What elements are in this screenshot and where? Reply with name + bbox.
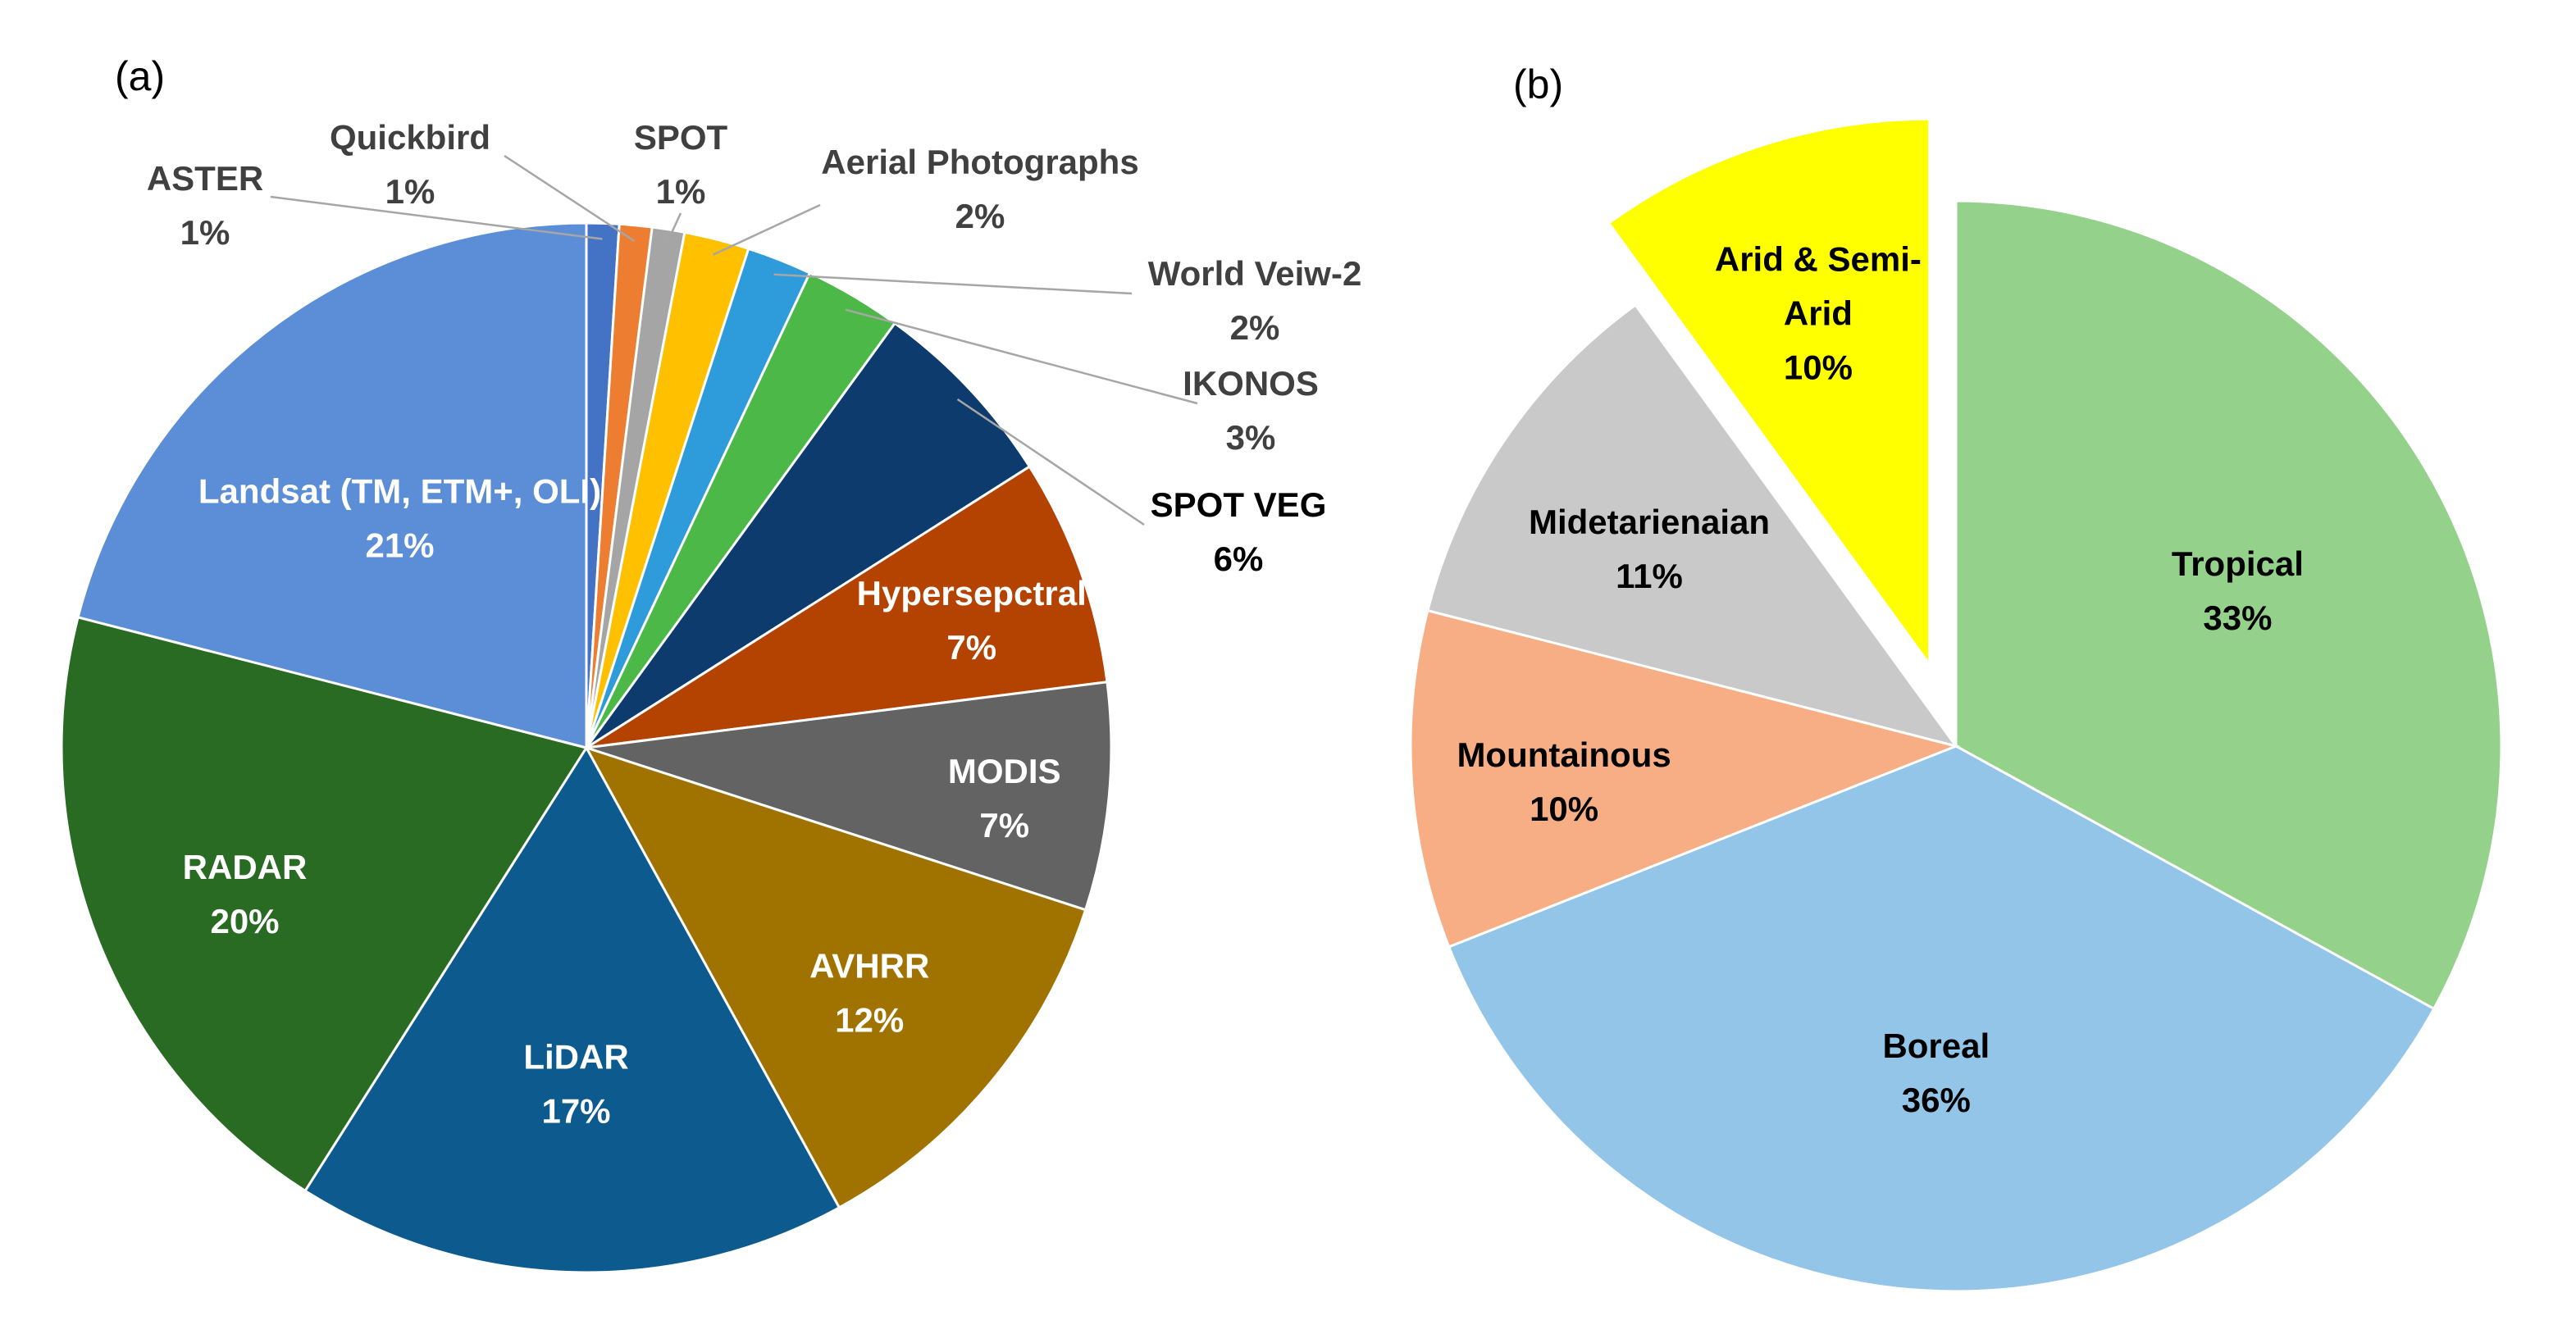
slice-label-lidar: LiDAR 17%	[523, 1038, 628, 1131]
slice-label-spot-veg: SPOT VEG 6%	[1151, 485, 1327, 578]
leader-line-aerial-photographs	[712, 203, 821, 256]
slice-tropical	[1954, 199, 2503, 1011]
slice-label-aerial-photographs: Aerial Photographs 2%	[821, 143, 1138, 235]
slice-arid-semi-arid	[1607, 117, 1931, 668]
pie-chart-a: (a) ASTER 1% Quickbird 1% SPOT 1% Aerial Photo…	[60, 53, 1361, 1274]
slice-avhrr	[583, 745, 1087, 1209]
slice-label-spot: SPOT 1%	[634, 118, 728, 211]
slice-label-hypersepctral: Hypersepctral 7%	[857, 574, 1087, 667]
slice-label-boreal: Boreal 36%	[1882, 1027, 1990, 1119]
slice-mountainous	[1409, 608, 1960, 949]
slice-lidar	[303, 745, 841, 1274]
pie-a-leader-lines	[270, 154, 1198, 526]
slice-label-avhrr: AVHRR 12%	[809, 947, 929, 1040]
pie-chart-b: (b) Tropical 33% Boreal 36% Mountainous 10% Mi…	[1409, 61, 2503, 1293]
pie-a-slices	[60, 221, 1113, 1274]
leader-line-world-veiw-2	[773, 273, 1133, 295]
leader-line-aster	[270, 195, 603, 240]
panel-label-a: (a)	[115, 53, 165, 99]
slice-label-arid-semi-arid: Arid & Semi-Arid 10%	[1715, 240, 1922, 387]
pie-a-labels: ASTER 1% Quickbird 1% SPOT 1% Aerial Photograp…	[147, 118, 1361, 1131]
slice-landsat-tm-etm-oli	[76, 221, 588, 749]
slice-label-world-veiw-2: World Veiw-2 2%	[1148, 254, 1362, 347]
slice-boreal	[1447, 744, 2436, 1293]
slice-label-quickbird: Quickbird 1%	[330, 118, 490, 211]
slice-modis	[586, 681, 1113, 912]
slice-label-modis: MODIS 7%	[948, 752, 1061, 844]
panel-label-b: (b)	[1513, 61, 1563, 107]
slice-hypersepctral	[586, 464, 1109, 749]
slice-label-landsat-tm-etm-oli: Landsat (TM, ETM+, OLI) 21%	[198, 472, 601, 565]
slice-label-mountainous: Mountainous 10%	[1457, 735, 1671, 828]
leader-line-quickbird	[504, 154, 636, 243]
slice-label-radar: RADAR 20%	[183, 848, 308, 940]
pie-b-slices	[1409, 117, 2503, 1293]
slice-radar	[60, 616, 589, 1193]
leader-line-ikonos	[845, 308, 1198, 405]
slice-label-midetarienaian: Midetarienaian 11%	[1529, 503, 1770, 595]
slice-label-ikonos: IKONOS 3%	[1183, 364, 1319, 457]
slice-label-aster: ASTER 1%	[147, 159, 263, 252]
slice-label-tropical: Tropical 33%	[2172, 544, 2304, 637]
slice-midetarienaian	[1426, 303, 1959, 749]
leader-line-spot-veg	[956, 398, 1145, 526]
slice-spot-veg	[585, 321, 1032, 749]
pie-b-labels: Tropical 33% Boreal 36% Mountainous 10% Mideta…	[1457, 240, 2303, 1119]
leader-line-spot	[664, 212, 682, 246]
